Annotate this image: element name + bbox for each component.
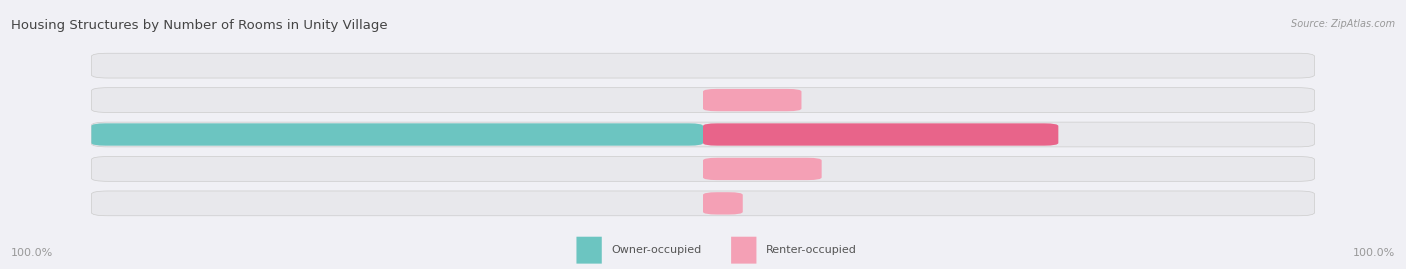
Text: 100.0%: 100.0% [11,248,53,258]
Text: 4 or 5 Rooms: 4 or 5 Rooms [669,129,737,140]
Text: 16.1%: 16.1% [813,95,848,105]
Text: 19.4%: 19.4% [832,164,869,174]
Text: 6 or 7 Rooms: 6 or 7 Rooms [669,164,737,174]
Text: 0.0%: 0.0% [671,164,699,174]
Text: 100.0%: 100.0% [1353,248,1395,258]
Text: 100.0%: 100.0% [98,129,145,140]
Text: Source: ZipAtlas.com: Source: ZipAtlas.com [1291,19,1395,29]
Text: 0.0%: 0.0% [671,198,699,208]
Text: 8 or more Rooms: 8 or more Rooms [658,198,748,208]
Text: Housing Structures by Number of Rooms in Unity Village: Housing Structures by Number of Rooms in… [11,19,388,32]
Text: 6.5%: 6.5% [754,198,782,208]
Text: 0.0%: 0.0% [671,61,699,71]
Text: 58.1%: 58.1% [1070,129,1105,140]
Text: 2 or 3 Rooms: 2 or 3 Rooms [669,95,737,105]
Text: Owner-occupied: Owner-occupied [612,245,702,255]
Text: 0.0%: 0.0% [671,95,699,105]
Text: 0.0%: 0.0% [707,61,735,71]
Text: Renter-occupied: Renter-occupied [766,245,858,255]
Text: 1 Room: 1 Room [683,61,723,71]
